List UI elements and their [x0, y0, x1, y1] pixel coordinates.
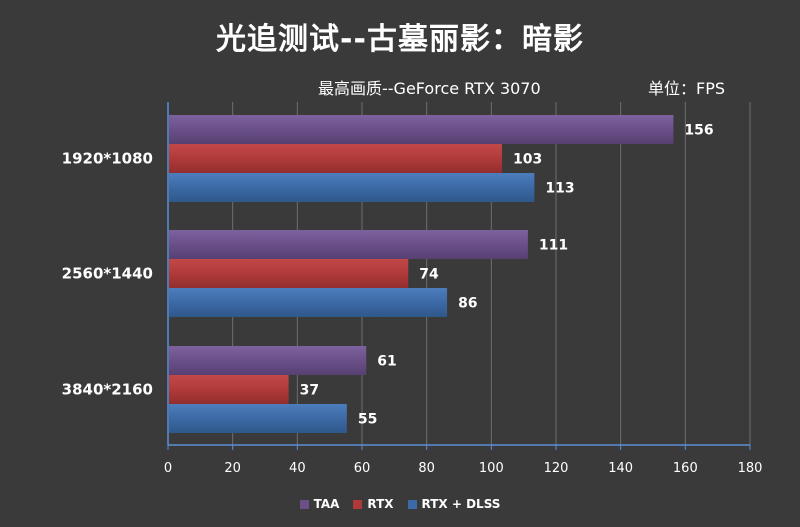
x-tick-label: 160: [673, 461, 698, 476]
chart-title: 光追测试--古墓丽影：暗影: [216, 22, 584, 57]
category-label: 1920*1080: [62, 150, 153, 168]
bar-taa-1: [169, 230, 528, 259]
category-label: 3840*2160: [62, 381, 153, 399]
bar-taa-2: [169, 346, 367, 375]
unit-label: 单位：FPS: [648, 79, 726, 98]
bar-rtx-dlss-2: [169, 404, 347, 433]
bar-rtx-2: [169, 375, 289, 404]
legend: TAA RTX RTX + DLSS: [0, 497, 800, 511]
x-tick-label: 60: [354, 461, 371, 476]
bar-rtx-0: [169, 144, 503, 173]
data-label: 156: [684, 123, 713, 139]
data-label: 111: [539, 238, 568, 254]
bar-taa-0: [169, 115, 674, 144]
x-tick-label: 140: [608, 461, 633, 476]
x-tick-label: 0: [164, 461, 172, 476]
data-label: 55: [358, 412, 377, 428]
x-tick-label: 120: [544, 461, 569, 476]
data-label: 113: [545, 181, 574, 197]
bar-rtx-1: [169, 259, 409, 288]
bar-rtx-dlss-1: [169, 288, 448, 317]
legend-item: RTX + DLSS: [407, 497, 501, 511]
x-tick-label: 20: [224, 461, 241, 476]
x-tick-label: 80: [418, 461, 435, 476]
legend-item: RTX: [353, 497, 394, 511]
category-label: 2560*1440: [62, 265, 153, 283]
data-label: 61: [377, 354, 396, 370]
x-tick-label: 100: [479, 461, 504, 476]
legend-label: RTX: [367, 497, 394, 511]
x-tick-label: 180: [738, 461, 763, 476]
x-tick-label: 40: [289, 461, 306, 476]
legend-label: TAA: [313, 497, 340, 511]
legend-item: TAA: [299, 497, 340, 511]
legend-label: RTX + DLSS: [421, 497, 501, 511]
data-label: 74: [419, 267, 439, 283]
data-label: 103: [513, 152, 542, 168]
legend-swatch: [353, 499, 363, 509]
legend-swatch: [299, 499, 309, 509]
data-label: 37: [300, 383, 319, 399]
legend-swatch: [407, 499, 417, 509]
chart-subtitle: 最高画质--GeForce RTX 3070: [318, 79, 541, 98]
data-label: 86: [458, 296, 477, 312]
bar-rtx-dlss-0: [169, 173, 535, 202]
